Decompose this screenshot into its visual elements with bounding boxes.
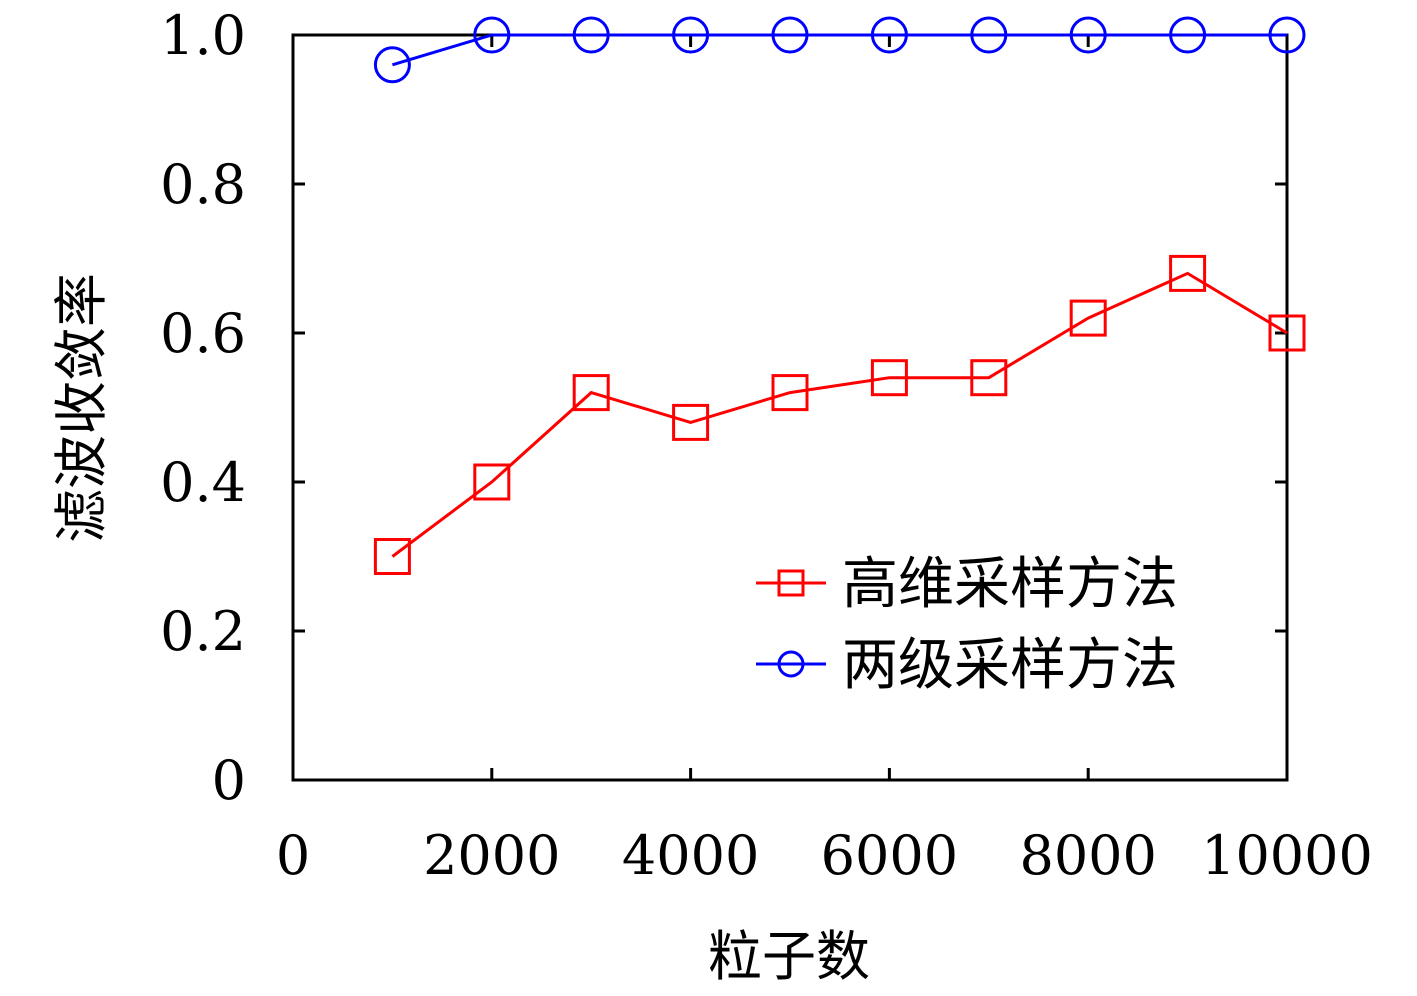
data-point xyxy=(1169,16,1207,54)
data-point xyxy=(970,16,1008,54)
y-tick-label: 0 xyxy=(212,749,246,812)
data-point xyxy=(473,463,511,501)
y-tick-label: 0.4 xyxy=(160,451,246,514)
data-point xyxy=(970,359,1008,397)
data-point xyxy=(1069,299,1107,337)
legend-label: 两级采样方法 xyxy=(842,633,1178,698)
data-point xyxy=(373,538,411,575)
data-point xyxy=(1268,314,1306,352)
data-point xyxy=(771,374,809,412)
data-point xyxy=(1069,16,1107,54)
data-point xyxy=(672,403,710,441)
x-tick-label: 10000 xyxy=(1201,824,1373,887)
data-point xyxy=(1169,254,1207,292)
series-line xyxy=(391,271,1288,558)
data-point xyxy=(672,16,710,54)
data-point xyxy=(473,16,511,54)
legend-label: 高维采样方法 xyxy=(842,552,1178,617)
y-tick-label: 0.8 xyxy=(160,153,246,216)
series-1 xyxy=(373,254,1306,575)
axes: 0 2000 4000 6000 8000 10000 0 0.2 0.4 0.6 0.8 1.0 xyxy=(160,4,1373,887)
x-tick-label: 2000 xyxy=(423,824,560,887)
y-tick-label: 0.2 xyxy=(160,600,246,663)
data-point xyxy=(870,359,908,397)
legend-marker xyxy=(777,650,805,678)
data-point xyxy=(373,46,411,84)
data-point xyxy=(771,16,809,54)
legend-marker xyxy=(777,569,805,597)
x-tick-label: 8000 xyxy=(1019,824,1156,887)
x-axis-label: 粒子数 xyxy=(708,925,870,988)
series-line xyxy=(391,33,1287,67)
data-point xyxy=(572,16,610,54)
data-point xyxy=(572,374,610,412)
x-tick-label: 6000 xyxy=(821,824,958,887)
series-2 xyxy=(373,16,1306,84)
series-layer xyxy=(373,16,1306,575)
data-point xyxy=(1268,16,1306,54)
x-tick-label: 0 xyxy=(276,824,310,887)
y-tick-label: 0.6 xyxy=(160,302,246,365)
x-tick-label: 4000 xyxy=(622,824,759,887)
y-axis-label: 滤波收敛率 xyxy=(50,273,113,543)
y-tick-label: 1.0 xyxy=(160,4,246,67)
data-point xyxy=(870,16,908,54)
